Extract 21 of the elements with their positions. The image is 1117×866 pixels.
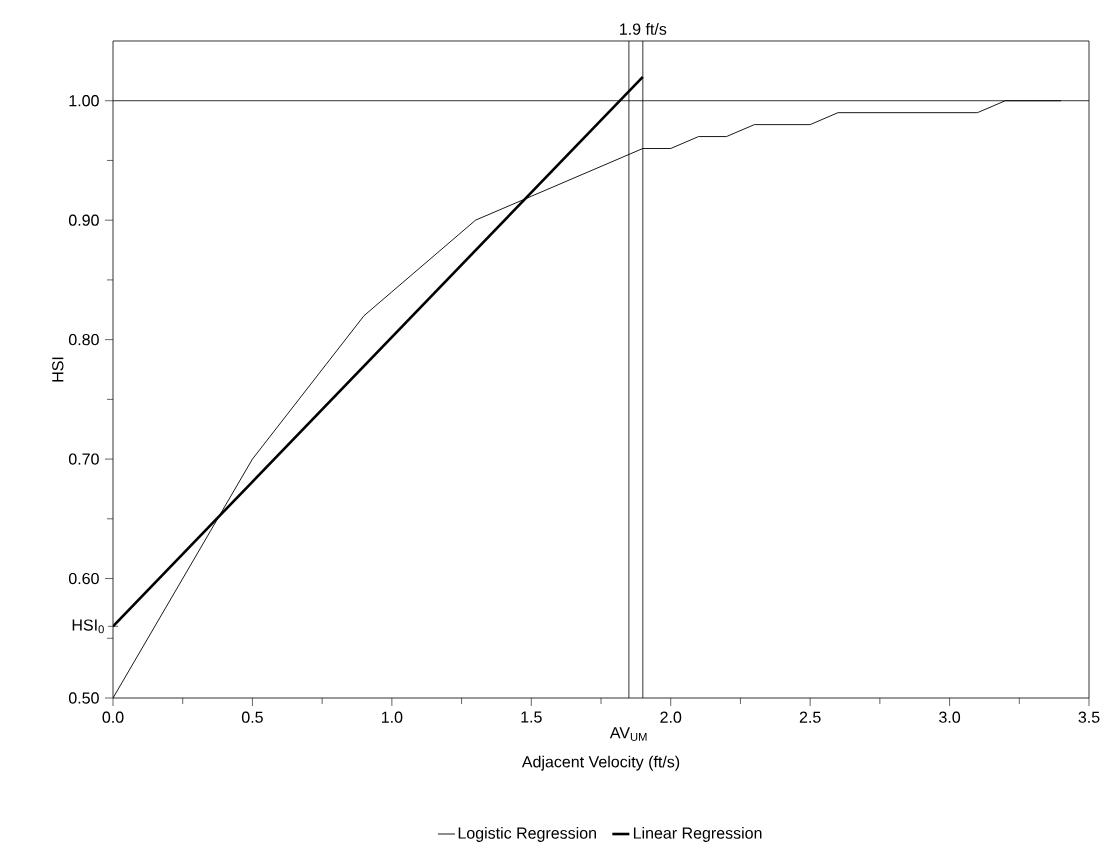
legend-label: Linear Regression — [633, 827, 762, 842]
x-axis-title: Adjacent Velocity (ft/s) — [521, 755, 680, 771]
y-tick-label: 0.50 — [68, 692, 99, 704]
x-tick-label: 2.5 — [799, 711, 821, 723]
y-tick-label: 0.80 — [68, 333, 99, 346]
y-tick-label: 0.60 — [68, 572, 99, 585]
annotation: HSI$_{0}$ — [72, 619, 104, 634]
legend-label: Logistic Regression — [458, 827, 596, 842]
y-tick-label: 0.90 — [68, 214, 99, 226]
ref-line-label: 1.9 ft/s — [620, 23, 667, 35]
x-tick-label: 1.0 — [381, 711, 403, 723]
y-axis-title: HSI — [52, 357, 64, 382]
x-tick-label: 2.0 — [660, 711, 682, 723]
y-tick-label: 1.00 — [69, 95, 99, 107]
x-tick-label: 0.5 — [241, 711, 263, 723]
ref-line-label: AV$_{UM}$ — [609, 727, 647, 741]
x-tick-label: 3.5 — [1078, 711, 1100, 723]
x-tick-label: 1.5 — [521, 711, 542, 723]
x-tick-label: 0.0 — [102, 711, 124, 723]
y-tick-label: 0.70 — [68, 453, 99, 465]
x-tick-label: 3.0 — [939, 711, 961, 723]
